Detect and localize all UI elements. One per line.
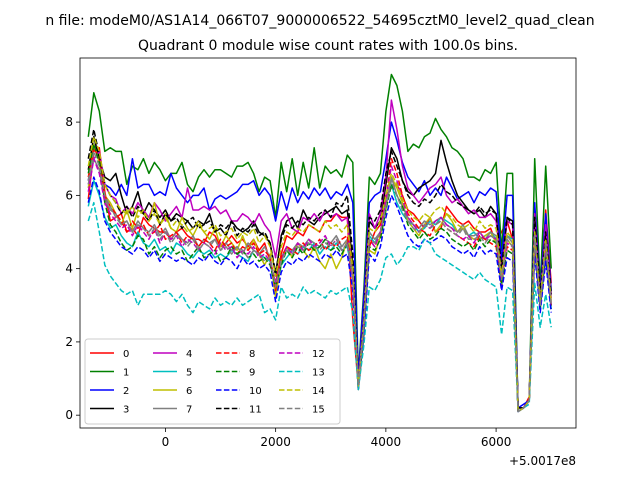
series-line-11	[87, 128, 552, 409]
x-tick-label: 6000	[481, 435, 512, 449]
legend-label-10: 10	[249, 386, 262, 397]
series-line-10	[87, 176, 552, 413]
series-line-13	[87, 201, 552, 413]
series-line-15	[87, 150, 552, 413]
legend-label-9: 9	[249, 368, 255, 379]
x-tick-label: 2000	[260, 435, 291, 449]
series-line-2	[87, 121, 552, 409]
axis-ticks: 0 2000 4000 6000 0 2 4 6 8	[65, 115, 511, 449]
plot-frame	[79, 57, 577, 429]
series-line-14	[87, 136, 552, 413]
legend-label-1: 1	[123, 368, 129, 379]
chart-title: Quadrant 0 module wise count rates with …	[138, 38, 518, 54]
series-line-8	[87, 147, 552, 413]
figure-suptitle: n file: modeM0/AS1A14_066T07_9000006522_…	[45, 13, 594, 29]
series-line-9	[87, 143, 552, 413]
legend-label-6: 6	[186, 386, 192, 397]
legend-label-0: 0	[123, 349, 129, 360]
legend-label-3: 3	[123, 405, 129, 416]
legend-label-5: 5	[186, 368, 192, 379]
legend-box	[84, 338, 341, 425]
legend-label-8: 8	[249, 349, 255, 360]
y-tick-label: 8	[65, 115, 73, 129]
x-tick-label: 4000	[371, 435, 402, 449]
legend-label-2: 2	[123, 386, 129, 397]
legend-label-4: 4	[186, 349, 192, 360]
series-line-4	[87, 99, 552, 413]
series-line-5	[87, 179, 552, 413]
legend-label-12: 12	[312, 349, 325, 360]
y-tick-label: 2	[65, 335, 73, 349]
y-tick-label: 0	[65, 408, 73, 422]
x-tick-label: 0	[162, 435, 170, 449]
legend-label-13: 13	[312, 368, 325, 379]
legend-label-11: 11	[249, 405, 262, 416]
legend-label-7: 7	[186, 405, 192, 416]
legend-label-15: 15	[312, 405, 325, 416]
x-axis-offset-label: +5.0017e8	[509, 454, 576, 468]
legend-label-14: 14	[312, 386, 325, 397]
y-tick-label: 4	[65, 262, 73, 276]
series-lines	[87, 73, 552, 413]
series-line-1	[87, 73, 552, 413]
y-tick-label: 6	[65, 188, 73, 202]
